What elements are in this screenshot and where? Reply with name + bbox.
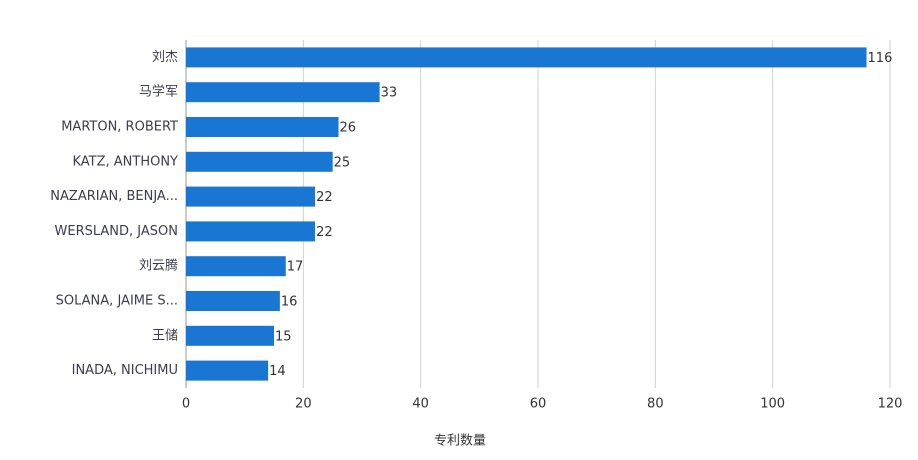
- bar: [186, 256, 286, 277]
- y-tick-label: MARTON, ROBERT: [61, 120, 178, 135]
- data-label: 25: [334, 155, 351, 170]
- bar: [186, 186, 316, 207]
- y-tick-label: 刘云腾: [139, 258, 178, 274]
- y-tick-label: INADA, NICHIMU: [72, 363, 178, 378]
- y-tick-label: KATZ, ANTHONY: [72, 154, 178, 169]
- data-label: 16: [281, 295, 298, 310]
- bar: [186, 221, 316, 242]
- data-label: 116: [868, 51, 893, 66]
- bar: [186, 360, 269, 381]
- x-tick-label: 0: [182, 397, 190, 412]
- data-label: 17: [287, 260, 304, 275]
- bar: [186, 47, 867, 68]
- data-label: 33: [381, 86, 398, 101]
- x-tick-label: 80: [647, 397, 664, 412]
- data-label: 15: [275, 329, 292, 344]
- bar: [186, 291, 280, 311]
- x-tick-label: 120: [878, 397, 903, 412]
- data-label: 14: [269, 364, 286, 379]
- y-tick-label: 刘杰: [152, 50, 178, 65]
- data-label: 22: [316, 225, 333, 240]
- x-axis-title: 专利数量: [434, 434, 486, 449]
- x-tick-label: 60: [530, 397, 547, 412]
- y-tick-label: 马学军: [139, 84, 178, 100]
- x-tick-label: 100: [760, 397, 785, 412]
- y-tick-label: NAZARIAN, BENJA...: [50, 189, 178, 204]
- bar: [186, 325, 274, 346]
- bar: [186, 82, 380, 103]
- x-tick-label: 20: [295, 397, 312, 412]
- bar: [186, 117, 339, 137]
- y-tick-label: SOLANA, JAIME S...: [56, 294, 178, 309]
- data-label: 22: [316, 190, 333, 205]
- x-tick-label: 40: [412, 397, 429, 412]
- y-tick-label: 王储: [152, 328, 178, 343]
- y-tick-label: WERSLAND, JASON: [55, 224, 179, 239]
- bar: [186, 151, 333, 172]
- data-label: 26: [340, 121, 357, 136]
